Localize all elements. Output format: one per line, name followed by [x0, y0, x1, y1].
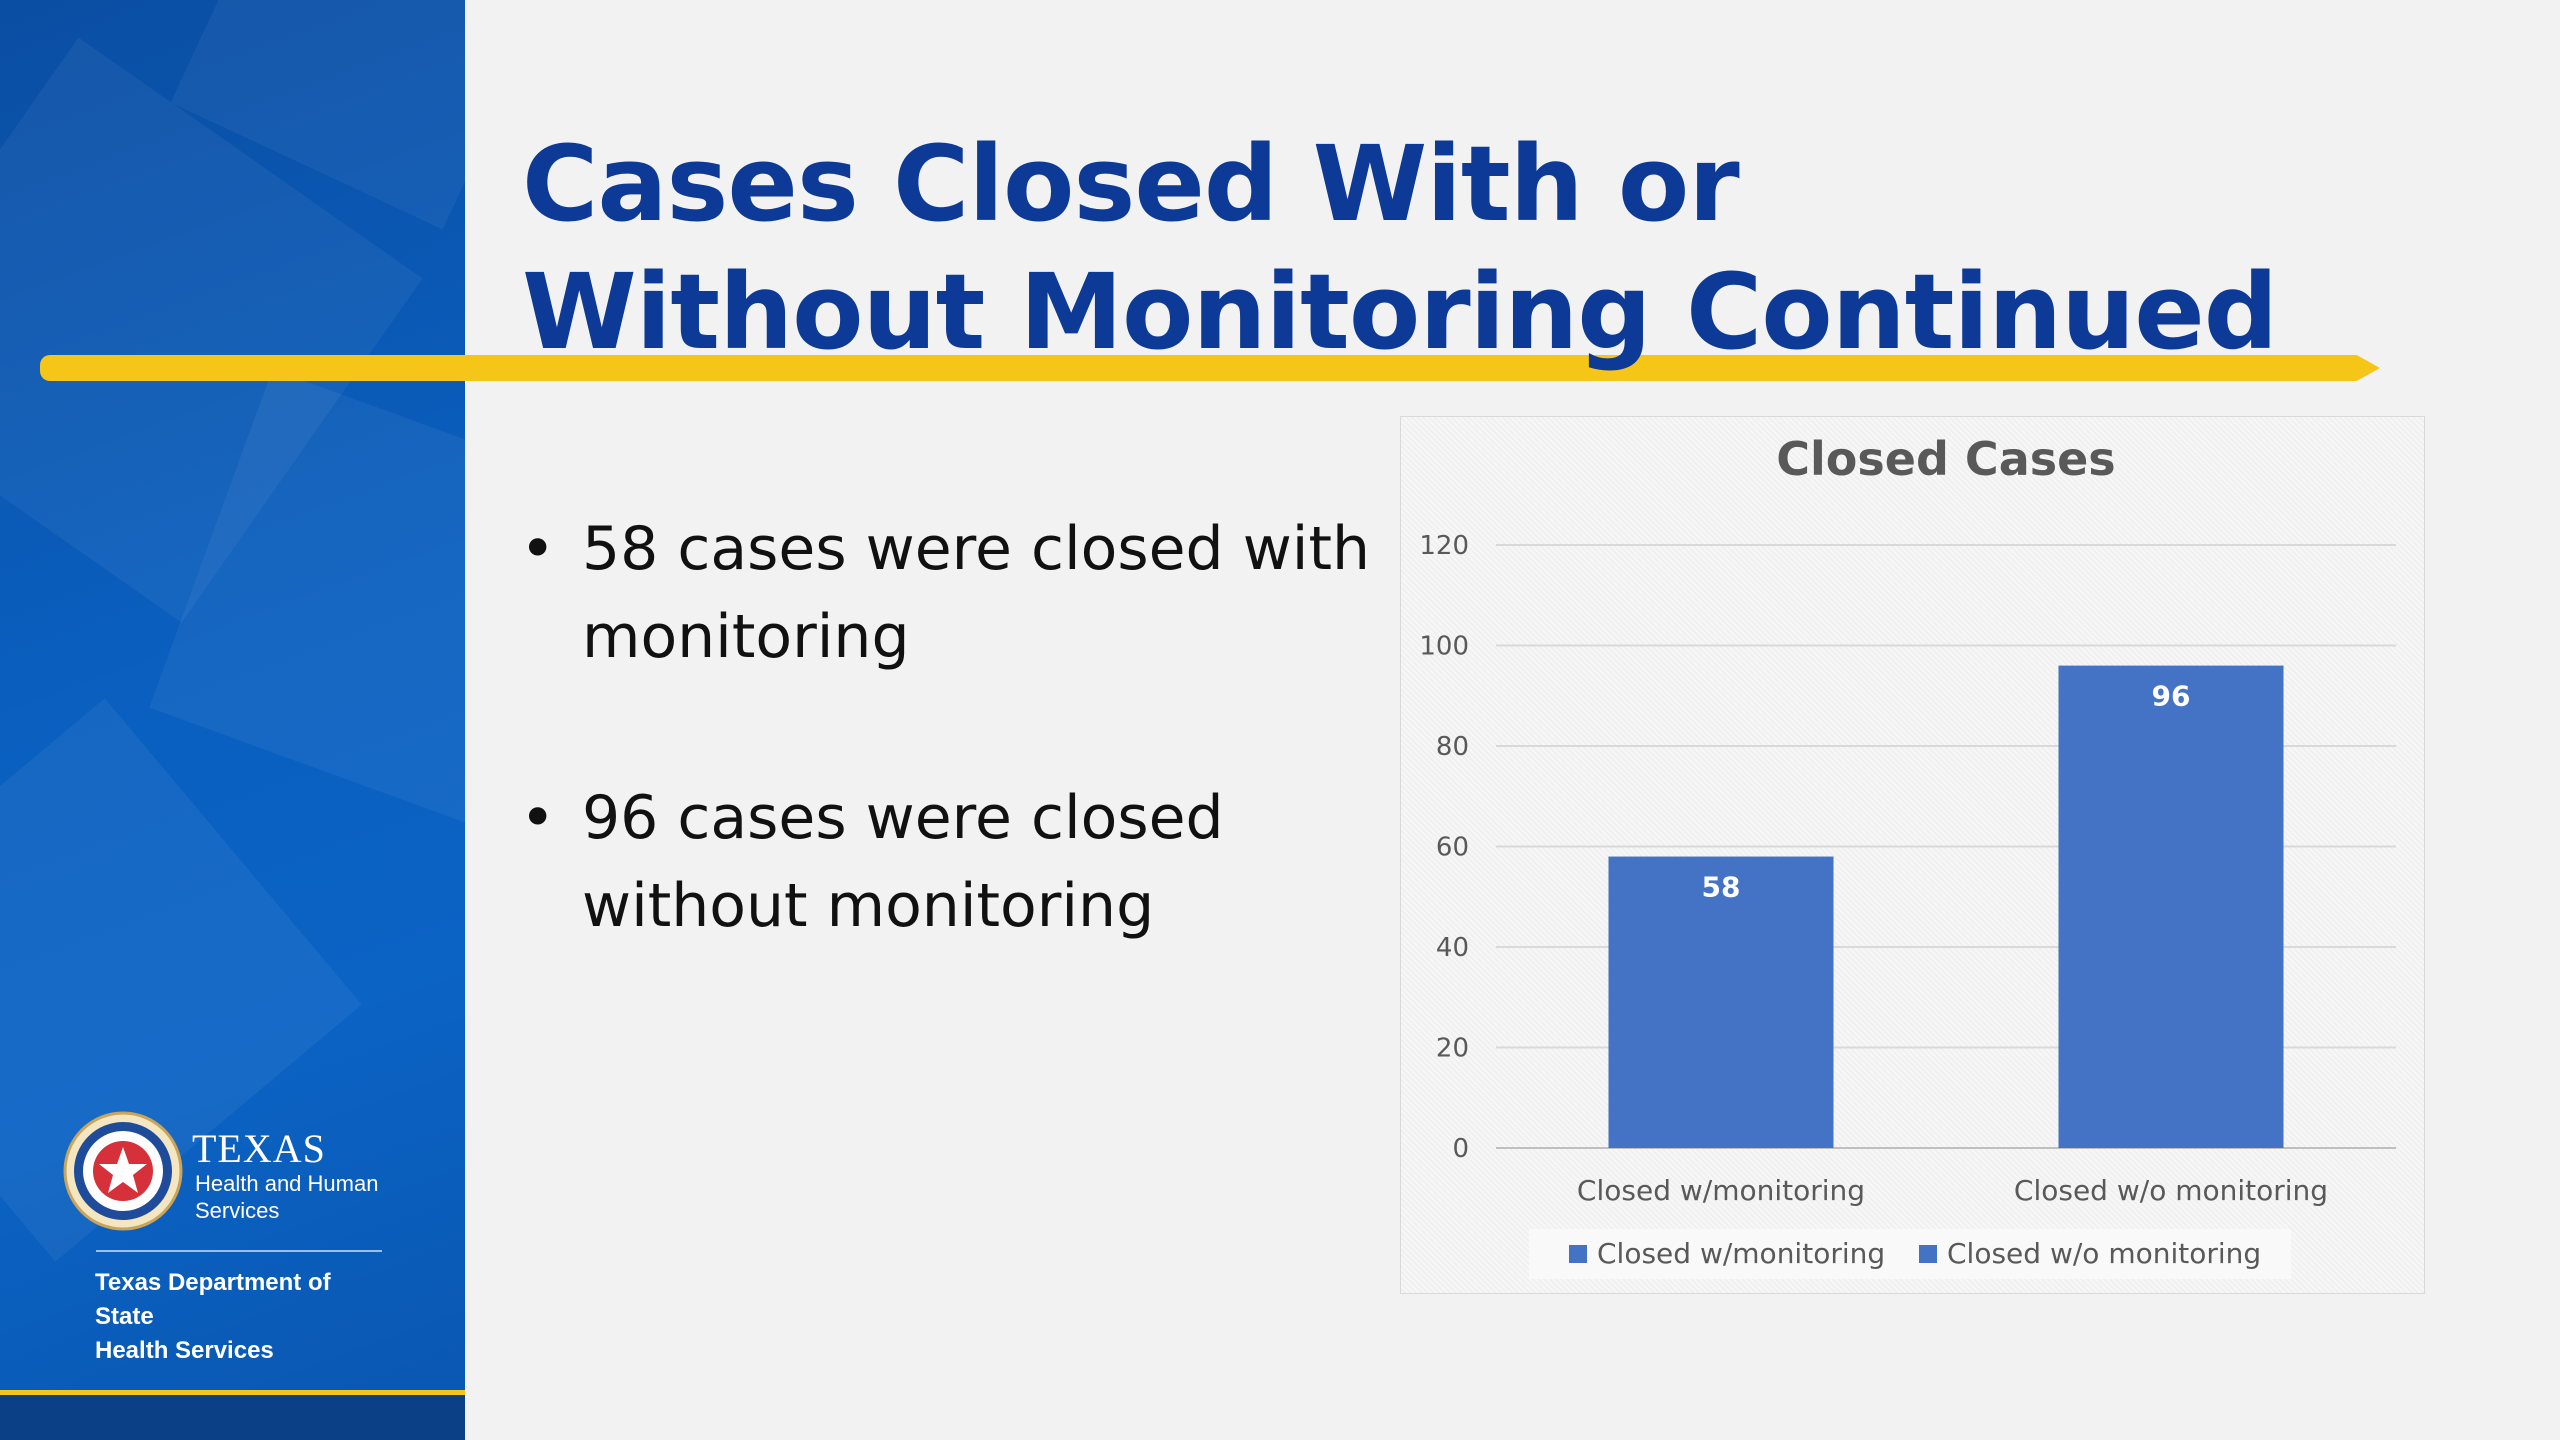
slide-title-line1: Cases Closed With or: [522, 123, 1740, 245]
logo-dshs-line2: Health Services: [95, 1337, 274, 1364]
sidebar-panel: TEXAS Health and Human Services Texas De…: [0, 0, 465, 1440]
logo-dshs-line1: Texas Department of State: [95, 1269, 331, 1330]
y-tick-label: 20: [1436, 1034, 1469, 1064]
title-underline-bar: [40, 355, 2380, 381]
data-label: 96: [2152, 680, 2191, 713]
logo-hhs-line1: Health and Human: [195, 1171, 379, 1196]
y-tick-label: 80: [1436, 732, 1469, 762]
y-tick-label: 120: [1419, 531, 1469, 561]
legend-swatch: [1919, 1245, 1937, 1263]
y-tick-label: 60: [1436, 833, 1469, 863]
bullet-item: 58 cases were closed with monitoring: [520, 505, 1400, 681]
logo-hhs-line2: Services: [195, 1198, 280, 1223]
x-tick-label: Closed w/monitoring: [1577, 1174, 1865, 1207]
texas-seal-icon: [63, 1111, 183, 1231]
data-label: 58: [1702, 871, 1741, 904]
y-tick-label: 100: [1419, 632, 1469, 662]
y-tick-label: 40: [1436, 933, 1469, 963]
bar: [1608, 856, 1834, 1148]
bullet-item: 96 cases were closed without monitoring: [520, 774, 1400, 950]
legend-box: [1529, 1229, 2291, 1279]
legend-label: Closed w/o monitoring: [1947, 1237, 2261, 1270]
logo-hhs-text: Health and Human Services: [195, 1170, 378, 1224]
bar-chart-panel: Closed Cases 0 20 40 60 80 100 120 58 Closed w/mo…: [1400, 416, 2425, 1294]
chart-title: Closed Cases: [1776, 432, 2115, 486]
legend-swatch: [1569, 1245, 1587, 1263]
bullet-list: 58 cases were closed with monitoring 96 …: [520, 505, 1400, 1043]
sidebar-gold-line: [0, 1390, 465, 1395]
y-tick-label: 0: [1452, 1134, 1469, 1164]
logo-dshs-text: Texas Department of State Health Service…: [95, 1266, 382, 1368]
slide-title-line2: Without Monitoring Continued: [522, 251, 2278, 373]
legend-label: Closed w/monitoring: [1597, 1237, 1885, 1270]
bar-chart: Closed Cases 0 20 40 60 80 100 120 58 Closed w/mo…: [1419, 432, 2396, 1279]
sidebar-bottom-strip: [0, 1395, 465, 1440]
logo-divider: [96, 1250, 382, 1252]
logo-texas-text: TEXAS: [192, 1126, 326, 1171]
slide-title: Cases Closed With or Without Monitoring …: [522, 120, 2278, 376]
x-tick-label: Closed w/o monitoring: [2014, 1174, 2328, 1207]
bar: [2058, 665, 2284, 1148]
